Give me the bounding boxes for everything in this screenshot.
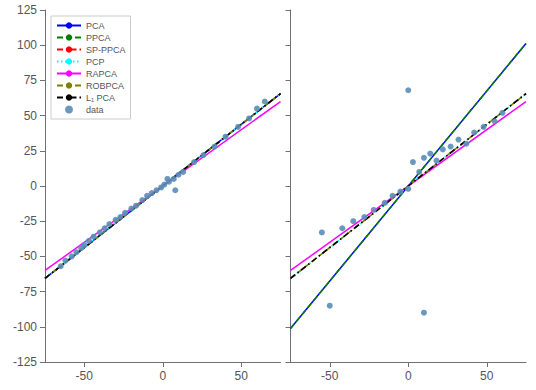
svg-text:0: 0 — [405, 369, 412, 383]
svg-text:L₁ PCA: L₁ PCA — [86, 93, 115, 103]
svg-text:25: 25 — [24, 144, 38, 158]
svg-text:0: 0 — [159, 369, 166, 383]
svg-text:-100: -100 — [13, 320, 37, 334]
svg-text:RAPCA: RAPCA — [86, 69, 117, 79]
svg-text:-125: -125 — [13, 355, 37, 369]
svg-text:50: 50 — [480, 369, 494, 383]
svg-text:100: 100 — [17, 38, 37, 52]
svg-text:75: 75 — [24, 73, 38, 87]
svg-text:ROBPCA: ROBPCA — [86, 81, 124, 91]
svg-text:PCP: PCP — [86, 57, 105, 67]
svg-text:50: 50 — [24, 109, 38, 123]
svg-text:-50: -50 — [76, 369, 94, 383]
svg-text:PPCA: PPCA — [86, 33, 111, 43]
svg-text:125: 125 — [17, 3, 37, 17]
svg-text:-75: -75 — [20, 285, 38, 299]
svg-text:50: 50 — [235, 369, 249, 383]
svg-text:0: 0 — [30, 179, 37, 193]
svg-text:-25: -25 — [20, 214, 38, 228]
svg-text:SP-PPCA: SP-PPCA — [86, 45, 126, 55]
svg-text:-50: -50 — [20, 249, 38, 263]
svg-text:data: data — [86, 105, 104, 115]
svg-text:PCA: PCA — [86, 21, 105, 31]
svg-text:-50: -50 — [321, 369, 339, 383]
